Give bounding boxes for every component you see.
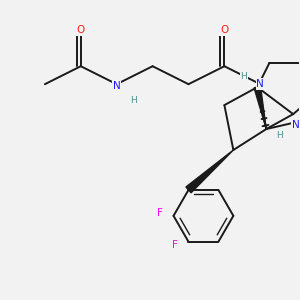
Text: H: H [241,72,247,81]
Polygon shape [254,86,266,129]
Text: F: F [172,240,178,250]
Text: O: O [220,25,229,35]
Text: N: N [292,120,300,130]
Polygon shape [186,150,233,193]
Text: H: H [130,96,136,105]
Text: N: N [113,81,121,91]
Text: N: N [256,79,264,89]
Text: O: O [77,25,85,35]
Text: H: H [276,130,283,140]
Text: F: F [157,208,163,218]
